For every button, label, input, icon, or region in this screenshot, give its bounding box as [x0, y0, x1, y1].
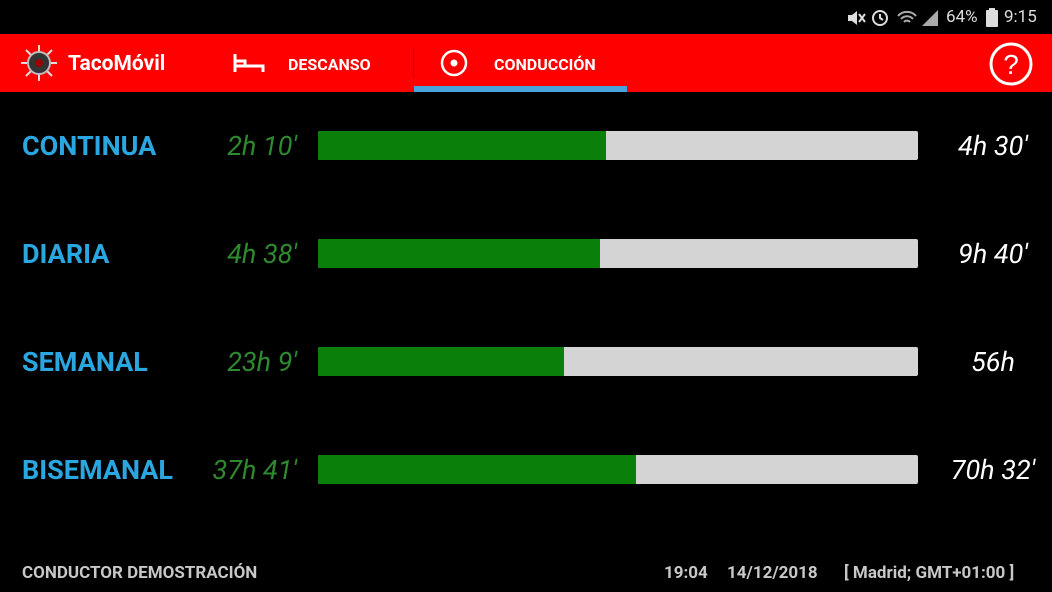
- rest-icon[interactable]: [233, 52, 265, 74]
- footer-time: 19:04: [664, 563, 708, 583]
- progress-track: [318, 347, 918, 376]
- driver-name: CONDUCTOR DEMOSTRACIÓN: [22, 563, 258, 583]
- status-icons: [848, 10, 938, 26]
- progress-fill: [318, 455, 636, 484]
- limit-time: 9h 40': [958, 238, 1028, 270]
- app-title: TacoMóvil: [68, 52, 166, 76]
- progress-track: [318, 131, 918, 160]
- status-bar: 64% 9:15: [0, 0, 1052, 34]
- app-bar: TacoMóvil DESCANSO CONDUCCIÓN ?: [0, 34, 1052, 92]
- tab-driving[interactable]: CONDUCCIÓN: [494, 55, 596, 74]
- progress-track: [318, 239, 918, 268]
- progress-fill: [318, 131, 606, 160]
- row-label: CONTINUA: [22, 130, 157, 162]
- row-label: BISEMANAL: [22, 454, 173, 486]
- row-label: SEMANAL: [22, 346, 148, 378]
- footer-date: 14/12/2018: [727, 563, 818, 583]
- app-logo: [21, 45, 57, 81]
- tab-rest[interactable]: DESCANSO: [288, 55, 371, 74]
- help-button[interactable]: ?: [988, 41, 1034, 87]
- progress-fill: [318, 239, 600, 268]
- progress-fill: [318, 347, 564, 376]
- used-time: 23h 9': [227, 346, 297, 378]
- tab-divider: [413, 48, 414, 78]
- limit-time: 70h 32': [950, 454, 1036, 486]
- footer-zone: [ Madrid; GMT+01:00 ]: [844, 563, 1015, 583]
- svg-text:?: ?: [1003, 49, 1019, 80]
- used-time: 2h 10': [227, 130, 297, 162]
- drive-icon[interactable]: [439, 48, 469, 78]
- battery-text: 64%: [946, 7, 978, 27]
- battery-icon: [986, 8, 998, 27]
- limit-time: 56h: [971, 346, 1015, 378]
- limit-time: 4h 30': [958, 130, 1028, 162]
- used-time: 4h 38': [227, 238, 297, 270]
- row-label: DIARIA: [22, 238, 110, 270]
- clock: 9:15: [1004, 7, 1037, 27]
- tab-indicator: [414, 86, 627, 92]
- used-time: 37h 41': [212, 454, 297, 486]
- progress-track: [318, 455, 918, 484]
